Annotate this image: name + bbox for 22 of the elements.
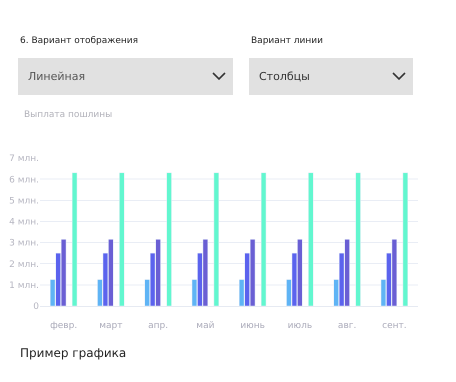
x-tick-label: сент. — [382, 320, 407, 331]
x-tick-label: июль — [288, 320, 312, 331]
y-tick-label: 7 млн. — [9, 154, 39, 164]
text: Линейная — [28, 70, 86, 83]
text: Вариант линии — [251, 36, 324, 46]
y-tick-label: 3 млн. — [9, 238, 39, 249]
y-tick-label: 2 млн. — [9, 260, 39, 270]
x-tick-label: апр. — [148, 320, 168, 331]
text: 6. Вариант отображения — [20, 36, 138, 46]
y-tick-label: 5 млн. — [9, 196, 39, 206]
y-tick-label: 4 млн. — [9, 218, 39, 228]
x-tick-label: авг. — [338, 320, 356, 331]
x-tick-label: июнь — [240, 320, 265, 331]
x-tick-label: февр. — [50, 320, 78, 331]
y-tick-label: 1 млн. — [9, 281, 39, 292]
y-tick-label: 6 млн. — [9, 175, 39, 186]
chart-title: Выплата пошлины — [24, 110, 112, 120]
x-tick-label: май — [196, 320, 215, 331]
text: Пример графика — [20, 346, 126, 360]
x-tick-label: март — [99, 320, 123, 331]
y-tick-label: 0 — [33, 302, 40, 312]
text: Столбцы — [259, 70, 310, 83]
